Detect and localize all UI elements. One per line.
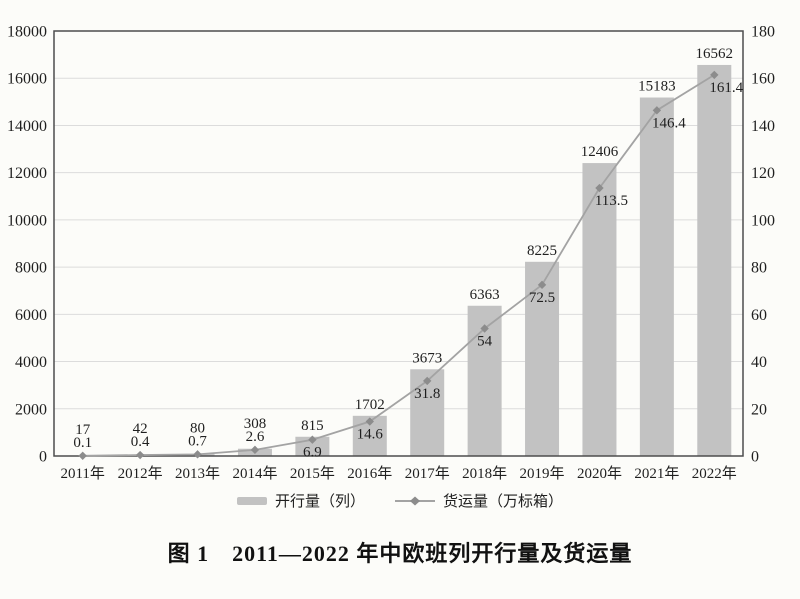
x-axis-tick-label: 2018年: [462, 465, 507, 482]
x-axis-tick-label: 2020年: [577, 465, 622, 482]
line-marker-diamond-icon: [193, 450, 202, 459]
bar-value-label: 42: [133, 421, 148, 437]
line-marker-diamond-icon: [250, 445, 260, 455]
y-axis-tick-label: 12000: [7, 165, 47, 182]
x-axis-tick-label: 2015年: [290, 465, 335, 482]
legend-label-freight: 货运量（万标箱）: [443, 494, 564, 510]
figure-caption: 图 1 2011—2022 年中欧班列开行量及货运量: [167, 541, 633, 566]
y2-axis-tick-label: 20: [751, 401, 767, 418]
line-value-label: 161.4: [709, 80, 743, 96]
bar-value-label: 3673: [412, 350, 442, 366]
x-axis-tick-label: 2019年: [520, 465, 565, 482]
line-marker-diamond-icon: [710, 70, 719, 80]
line-value-label: 54: [477, 334, 493, 350]
y-axis-tick-label: 8000: [15, 260, 47, 277]
bar: [582, 163, 617, 456]
x-axis-tick-label: 2014年: [232, 465, 277, 482]
x-axis-tick-label: 2022年: [692, 465, 737, 482]
line-marker-diamond-icon: [537, 280, 547, 290]
x-axis-tick-label: 2012年: [118, 465, 163, 482]
line-value-label: 6.9: [303, 445, 322, 461]
y2-axis-tick-label: 120: [751, 165, 775, 182]
y2-axis-tick-label: 140: [751, 118, 775, 135]
bar-value-label: 815: [301, 418, 324, 434]
bar-swatch-icon: [236, 496, 267, 505]
line-marker-diamond-icon: [78, 451, 87, 460]
y-axis-tick-label: 2000: [15, 401, 47, 418]
x-axis-tick-label: 2017年: [405, 465, 450, 482]
line-value-label: 14.6: [357, 427, 384, 443]
bar-value-label: 1702: [355, 397, 385, 413]
y2-axis-tick-label: 160: [751, 71, 775, 88]
legend-item-freight: 货运量（万标箱）: [395, 490, 563, 511]
line-value-label: 113.5: [595, 193, 628, 209]
x-axis-tick-label: 2011年: [60, 465, 104, 482]
bar: [697, 64, 732, 457]
combo-chart: 170.1420.4800.73082.68156.9170214.636733…: [7, 24, 775, 483]
y-axis-tick-label: 4000: [15, 354, 47, 371]
y2-axis-tick-label: 40: [751, 354, 767, 371]
y2-axis-tick-label: 180: [751, 24, 775, 41]
freight-line: [82, 74, 715, 457]
line-value-label: 146.4: [652, 115, 686, 131]
y2-axis-tick-label: 0: [751, 449, 759, 466]
y2-axis-tick-label: 60: [751, 307, 767, 324]
y-axis-tick-label: 18000: [7, 24, 47, 41]
line-diamond-swatch-icon: [395, 496, 435, 505]
bar-value-label: 8225: [527, 243, 557, 259]
line-marker-diamond-icon: [423, 376, 432, 386]
line-value-label: 2.6: [246, 429, 265, 445]
line-marker-diamond-icon: [135, 450, 145, 460]
y-axis-tick-label: 0: [39, 449, 47, 466]
line-value-label: 0.7: [188, 433, 207, 449]
y-axis-tick-label: 14000: [7, 118, 47, 135]
plot-border: [53, 30, 744, 457]
line-marker-diamond-icon: [652, 106, 662, 115]
y2-axis-tick-label: 100: [751, 212, 775, 229]
y-axis-tick-label: 6000: [15, 307, 47, 324]
line-marker-diamond-icon: [308, 435, 317, 444]
x-axis-tick-label: 2021年: [634, 465, 679, 482]
line-marker-diamond-icon: [480, 324, 489, 333]
legend-item-trains: 开行量（列）: [236, 490, 365, 511]
bar-value-label: 16562: [696, 46, 734, 62]
line-marker-diamond-icon: [595, 183, 604, 193]
y-axis-tick-label: 10000: [7, 212, 47, 229]
legend-label-trains: 开行量（列）: [274, 494, 365, 510]
bar: [639, 97, 674, 456]
y2-axis-tick-label: 80: [751, 260, 767, 277]
bar-value-label: 80: [190, 420, 205, 436]
y-axis-tick-label: 16000: [7, 71, 47, 88]
bar-value-label: 6363: [470, 287, 500, 303]
line-value-label: 0.4: [131, 434, 150, 450]
bar-value-label: 12406: [581, 144, 619, 160]
bar-value-label: 17: [75, 422, 91, 438]
chart-legend: 开行量（列） 货运量（万标箱）: [0, 490, 800, 511]
x-axis-tick-label: 2016年: [347, 465, 392, 482]
bar-value-label: 308: [244, 416, 267, 432]
line-value-label: 0.1: [73, 435, 92, 451]
bar-value-label: 15183: [638, 79, 676, 95]
line-marker-diamond-icon: [365, 417, 374, 426]
line-value-label: 31.8: [414, 386, 440, 402]
x-axis-tick-label: 2013年: [175, 465, 220, 482]
line-value-label: 72.5: [529, 290, 555, 306]
